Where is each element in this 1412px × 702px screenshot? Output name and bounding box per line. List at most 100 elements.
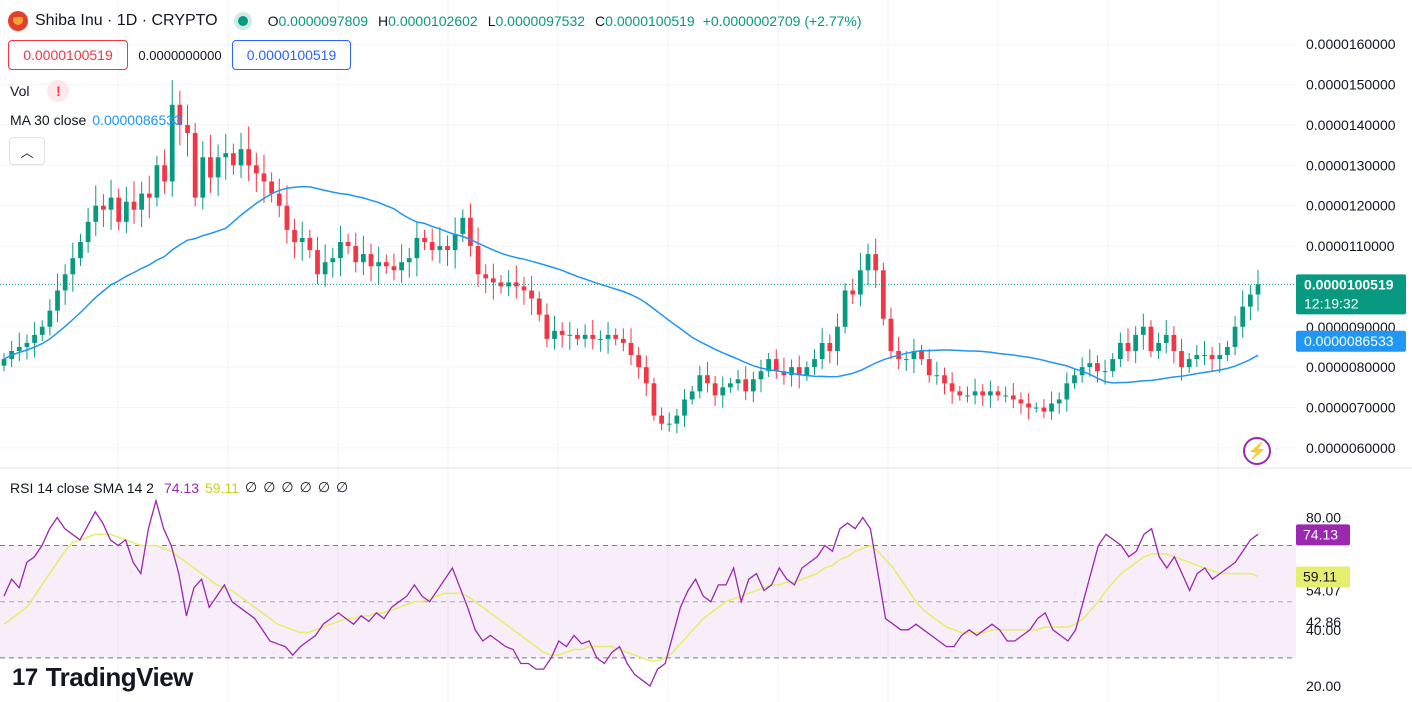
- candle-body: [169, 104, 175, 182]
- candle-body: [391, 266, 397, 271]
- shiba-logo-icon: [8, 11, 28, 31]
- candle-body: [345, 242, 351, 247]
- candle-body: [705, 375, 710, 384]
- candle-body: [850, 290, 856, 295]
- candle-body: [926, 359, 932, 376]
- close-label: C: [595, 13, 606, 29]
- candle-body: [1186, 359, 1192, 368]
- candle-body: [1102, 371, 1108, 373]
- candle-body: [1087, 363, 1093, 368]
- candle-body: [1125, 342, 1131, 352]
- low-label: L: [487, 13, 496, 29]
- candle-body: [636, 355, 642, 368]
- collapse-legend-button[interactable]: ︿: [9, 137, 45, 165]
- candle-body: [1156, 342, 1161, 352]
- candle-body: [39, 326, 45, 335]
- rsi-empty-3: ∅: [299, 479, 312, 495]
- candle-body: [1064, 383, 1070, 400]
- price-tick-label: 0.0000120000: [1306, 198, 1396, 214]
- candle-body: [582, 334, 588, 339]
- candle-body: [957, 391, 963, 396]
- ohlc-values: O 0.0000097809 H 0.0000102602 L 0.000009753…: [268, 13, 862, 29]
- candle-body: [368, 254, 374, 267]
- candle-body: [643, 367, 649, 384]
- price-tick-label: 0.0000140000: [1306, 117, 1396, 133]
- candle-body: [32, 334, 37, 343]
- candle-body: [949, 383, 955, 392]
- candle-body: [55, 290, 60, 311]
- candle-body: [972, 391, 978, 396]
- candle-body: [773, 359, 779, 372]
- chevron-up-icon: ︿: [20, 144, 34, 160]
- candle-body: [292, 229, 297, 243]
- lightning-icon[interactable]: ⚡: [1243, 437, 1271, 465]
- candle-body: [697, 375, 703, 392]
- candle-body: [575, 334, 580, 339]
- candle-body: [598, 338, 603, 340]
- rsi-empty-4: ∅: [317, 479, 331, 495]
- candle-body: [1140, 326, 1146, 335]
- price-tick-label: 0.0000110000: [1306, 238, 1395, 254]
- candle-body: [529, 290, 534, 299]
- candle-body: [965, 395, 970, 397]
- candle-body: [766, 359, 772, 372]
- candle-body: [521, 286, 527, 291]
- rsi-sma-value: 59.11: [205, 479, 240, 496]
- ma-price-badge: [1296, 330, 1406, 352]
- tradingview-logo[interactable]: 17 TradingView: [12, 662, 193, 693]
- candle-body: [215, 157, 221, 178]
- candle-body: [1, 359, 7, 366]
- candle-body: [880, 270, 886, 319]
- rsi-sma-label: 59.11: [1303, 568, 1337, 584]
- candle-body: [835, 326, 840, 352]
- candle-body: [552, 330, 557, 339]
- price-tick-label: 0.0000160000: [1306, 36, 1396, 52]
- candle-body: [1110, 359, 1116, 372]
- candle-body: [475, 246, 481, 275]
- ma-line-group: [0, 185, 1296, 384]
- candle-body: [361, 254, 366, 263]
- candle-body: [988, 391, 993, 396]
- rsi-legend[interactable]: RSI 14 close SMA 14 2 74.13 59.11 ∅ ∅ ∅ …: [10, 479, 348, 496]
- candle-body: [781, 371, 787, 376]
- candle-body: [1049, 403, 1054, 412]
- price-axis: 0.0000160000 0.0000150000 0.0000140000 0.00…: [1296, 36, 1406, 456]
- candle-body: [284, 205, 290, 230]
- candle-body: [353, 246, 359, 263]
- market-status-icon[interactable]: [237, 16, 248, 26]
- candle-body: [139, 193, 145, 210]
- symbol-title[interactable]: Shiba Inu · 1D · CRYPTO: [35, 12, 218, 29]
- low-value: 0.0000097532: [495, 13, 586, 29]
- candle-body: [712, 383, 718, 396]
- candle-body: [246, 149, 252, 166]
- open-value: 0.0000097809: [278, 13, 369, 29]
- ma-legend[interactable]: MA 30 close 0.0000086533: [10, 112, 182, 128]
- volume-legend[interactable]: Vol !: [10, 80, 70, 102]
- candle-body: [78, 242, 83, 259]
- rsi-tick-label: 40.00: [1306, 622, 1341, 638]
- warning-icon[interactable]: !: [47, 80, 70, 102]
- rsi-empty-0: ∅: [245, 479, 258, 495]
- candle-body: [253, 165, 259, 174]
- brand-name: TradingView: [45, 662, 194, 692]
- candle-body: [261, 173, 267, 182]
- last-price-label: 0.0000100519: [1304, 276, 1394, 292]
- spread-value: 0.0000000000: [138, 47, 222, 63]
- candle-body: [720, 387, 726, 396]
- candle-body: [1003, 395, 1009, 397]
- rsi-sma-badge: [1296, 566, 1350, 588]
- candle-body: [1117, 342, 1123, 360]
- candle-body: [804, 367, 810, 376]
- buy-button[interactable]: 0.0000100519: [232, 40, 351, 70]
- candle-body: [620, 338, 626, 343]
- candle-body: [827, 342, 833, 352]
- candle-body: [659, 415, 664, 424]
- candle-body: [414, 237, 420, 259]
- price-tick-label: 0.0000070000: [1306, 400, 1396, 416]
- sell-button[interactable]: 0.0000100519: [8, 40, 128, 70]
- candle-body: [330, 258, 336, 263]
- price-tick-label: 0.0000080000: [1306, 359, 1396, 375]
- candle-body: [628, 342, 634, 356]
